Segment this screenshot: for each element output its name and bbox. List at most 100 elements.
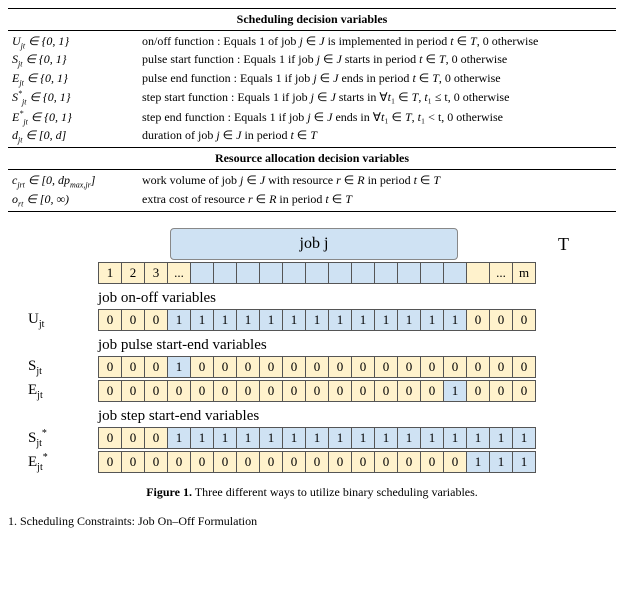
variable-symbol: ort ∈ [0, ∞) (12, 192, 142, 208)
variable-symbol: S*jt ∈ {0, 1} (12, 89, 142, 106)
variable-symbol: cjrt ∈ [0, dpmax,jr] (12, 173, 142, 189)
value-cell: 1 (167, 309, 191, 331)
variable-row: Ejt*0000000000000000111 (28, 451, 596, 473)
variable-description: work volume of job j ∈ J with resource r… (142, 173, 612, 188)
value-cell: 1 (351, 309, 375, 331)
scheduling-rows: Ujt ∈ {0, 1}on/off function : Equals 1 o… (8, 31, 616, 147)
value-cell: 1 (420, 427, 444, 449)
value-cell: 1 (397, 427, 421, 449)
value-cell: 0 (190, 356, 214, 378)
value-cell: 0 (466, 309, 490, 331)
value-cell: 0 (374, 380, 398, 402)
value-cell: 0 (512, 380, 536, 402)
value-cell: 1 (489, 427, 513, 449)
value-cell: 1 (305, 309, 329, 331)
variable-symbol: E*jt ∈ {0, 1} (12, 109, 142, 126)
variable-description: pulse end function : Equals 1 if job j ∈… (142, 71, 612, 86)
variable-description: on/off function : Equals 1 of job j ∈ J … (142, 34, 612, 49)
variable-groups: job on-off variablesUjt00011111111111110… (28, 290, 596, 473)
value-cell: 1 (328, 427, 352, 449)
value-cell: 0 (213, 451, 237, 473)
value-cell: 0 (305, 451, 329, 473)
value-cell: 0 (489, 309, 513, 331)
slot-header-cell (305, 262, 329, 284)
slot-header-cell (259, 262, 283, 284)
table-row: ort ∈ [0, ∞)extra cost of resource r ∈ R… (8, 191, 616, 209)
value-cell: 0 (466, 356, 490, 378)
value-cell: 1 (236, 427, 260, 449)
figure-caption-text: Three different ways to utilize binary s… (192, 485, 478, 499)
value-cell: 0 (282, 356, 306, 378)
variable-description: extra cost of resource r ∈ R in period t… (142, 192, 612, 207)
variable-description: step start function : Equals 1 if job j … (142, 90, 612, 105)
value-cell: 0 (144, 427, 168, 449)
value-cell: 0 (420, 451, 444, 473)
value-cell: 1 (489, 451, 513, 473)
value-cell: 1 (282, 427, 306, 449)
value-cell: 1 (466, 451, 490, 473)
value-cell: 0 (121, 451, 145, 473)
value-cell: 0 (397, 451, 421, 473)
slot-header-cell (328, 262, 352, 284)
value-cell: 0 (512, 309, 536, 331)
value-cell: 0 (121, 309, 145, 331)
table-row: Ejt ∈ {0, 1}pulse end function : Equals … (8, 70, 616, 88)
value-cell: 0 (167, 380, 191, 402)
variable-row-label: Sjt* (28, 428, 78, 449)
value-cell: 0 (420, 380, 444, 402)
value-cell: 0 (328, 380, 352, 402)
section-header-resource: Resource allocation decision variables (8, 147, 616, 170)
slot-header-cell: 1 (98, 262, 122, 284)
variable-description: duration of job j ∈ J in period t ∈ T (142, 128, 612, 143)
slot-header-cell (351, 262, 375, 284)
value-cell: 0 (489, 380, 513, 402)
section-header-scheduling: Scheduling decision variables (8, 8, 616, 31)
value-cell: 0 (443, 356, 467, 378)
value-cell: 0 (213, 380, 237, 402)
value-cell: 0 (397, 356, 421, 378)
value-cell: 0 (328, 451, 352, 473)
value-cell: 0 (489, 356, 513, 378)
following-heading: 1. Scheduling Constraints: Job On–Off Fo… (8, 514, 616, 529)
table-row: S*jt ∈ {0, 1}step start function : Equal… (8, 88, 616, 107)
value-cell: 1 (443, 380, 467, 402)
value-cell: 1 (512, 451, 536, 473)
value-cell: 0 (98, 309, 122, 331)
slot-header-cell: 2 (121, 262, 145, 284)
variable-row: Sjt*0001111111111111111 (28, 427, 596, 449)
value-cell: 0 (98, 380, 122, 402)
job-bar: job j (170, 228, 458, 260)
value-cell: 1 (466, 427, 490, 449)
value-cell: 0 (121, 356, 145, 378)
value-cell: 0 (305, 380, 329, 402)
value-cell: 0 (374, 451, 398, 473)
value-cell: 0 (397, 380, 421, 402)
value-cell: 0 (305, 356, 329, 378)
slot-header-cell (397, 262, 421, 284)
variable-row: Ujt0001111111111111000 (28, 309, 596, 331)
value-cell: 1 (167, 427, 191, 449)
value-cell: 0 (236, 356, 260, 378)
value-cell: 0 (121, 427, 145, 449)
value-cell: 0 (259, 356, 283, 378)
slot-header-cell (420, 262, 444, 284)
value-cell: 1 (397, 309, 421, 331)
variable-description: step end function : Equals 1 if job j ∈ … (142, 110, 612, 125)
value-cell: 0 (282, 451, 306, 473)
slot-header-cell: ... (489, 262, 513, 284)
slot-header-cell (374, 262, 398, 284)
table-row: Sjt ∈ {0, 1}pulse start function : Equal… (8, 51, 616, 69)
value-cell: 1 (259, 427, 283, 449)
variable-row: Ejt0000000000000001000 (28, 380, 596, 402)
value-cell: 0 (190, 380, 214, 402)
value-cell: 1 (374, 427, 398, 449)
slot-header-cell: 3 (144, 262, 168, 284)
value-cell: 1 (213, 427, 237, 449)
variable-row-label: Ejt (28, 382, 78, 401)
value-cell: 0 (420, 356, 444, 378)
variable-symbol: Sjt ∈ {0, 1} (12, 52, 142, 68)
value-cell: 1 (374, 309, 398, 331)
value-cell: 1 (443, 309, 467, 331)
value-cell: 0 (351, 380, 375, 402)
table-row: Ujt ∈ {0, 1}on/off function : Equals 1 o… (8, 33, 616, 51)
